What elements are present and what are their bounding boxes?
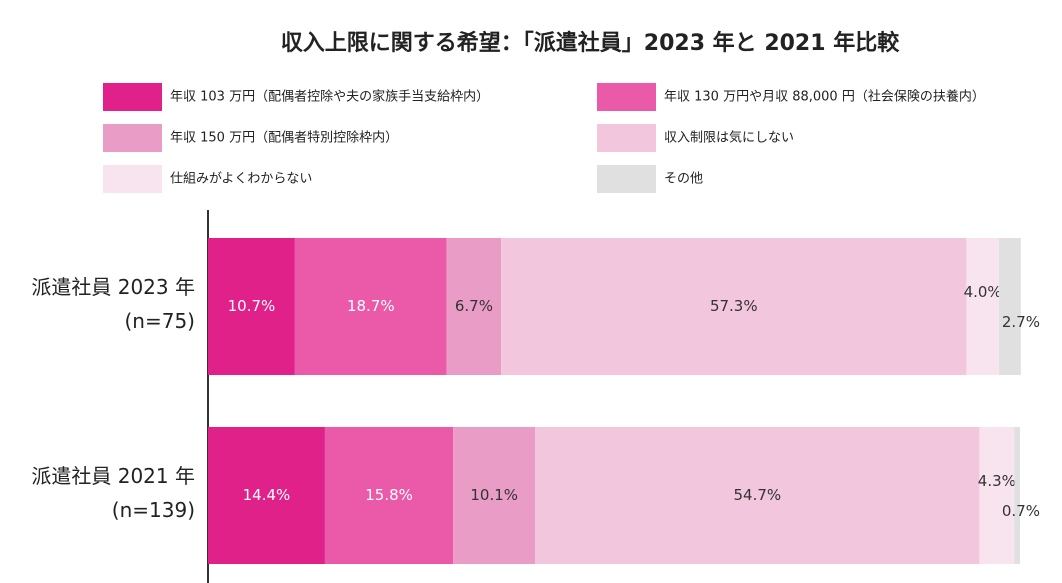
value-label: 0.7% bbox=[1002, 502, 1040, 520]
bar-segment bbox=[446, 238, 502, 375]
bar-segment bbox=[324, 427, 454, 564]
legend-label: 仕組みがよくわからない bbox=[170, 172, 312, 187]
category-note: (n=139) bbox=[112, 498, 195, 522]
category-label: 派遣社員 2023 年 bbox=[31, 275, 195, 299]
value-label: 15.8% bbox=[365, 486, 413, 504]
value-label: 18.7% bbox=[347, 297, 395, 315]
bar-segment bbox=[453, 427, 536, 564]
value-label: 10.1% bbox=[470, 486, 518, 504]
value-label: 6.7% bbox=[455, 297, 493, 315]
value-label: 2.7% bbox=[1002, 313, 1040, 331]
chart-title: 収入上限に関する希望：「派遣社員」2023 年と 2021 年比較 bbox=[281, 30, 900, 56]
bar-segment bbox=[208, 238, 295, 375]
bar-segment bbox=[294, 238, 447, 375]
category-label: 派遣社員 2021 年 bbox=[31, 464, 195, 488]
legend-swatch bbox=[103, 83, 162, 111]
legend-swatch bbox=[597, 124, 656, 152]
legend-label: その他 bbox=[664, 172, 703, 187]
bar-segment bbox=[998, 238, 1021, 375]
legend-swatch bbox=[597, 165, 656, 193]
bar-segment bbox=[208, 427, 325, 564]
value-label: 4.3% bbox=[978, 472, 1016, 490]
legend-label: 年収 130 万円や月収 88,000 円（社会保険の扶養内） bbox=[664, 89, 985, 105]
legend-label: 年収 150 万円（配偶者特別控除枠内） bbox=[170, 130, 398, 146]
value-label: 14.4% bbox=[243, 486, 291, 504]
legend-swatch bbox=[597, 83, 656, 111]
value-label: 57.3% bbox=[710, 297, 758, 315]
bar-segment bbox=[1014, 427, 1020, 564]
legend-label: 収入制限は気にしない bbox=[664, 130, 794, 146]
value-label: 54.7% bbox=[733, 486, 781, 504]
legend-label: 年収 103 万円（配偶者控除や夫の家族手当支給枠内） bbox=[170, 89, 489, 105]
legend-swatch bbox=[103, 165, 162, 193]
value-label: 4.0% bbox=[964, 283, 1002, 301]
bar-segment bbox=[966, 238, 999, 375]
value-label: 10.7% bbox=[228, 297, 276, 315]
legend-swatch bbox=[103, 124, 162, 152]
bar-segment bbox=[535, 427, 980, 564]
bar-segment bbox=[501, 238, 967, 375]
bar-segment bbox=[979, 427, 1015, 564]
category-note: (n=75) bbox=[125, 309, 196, 333]
